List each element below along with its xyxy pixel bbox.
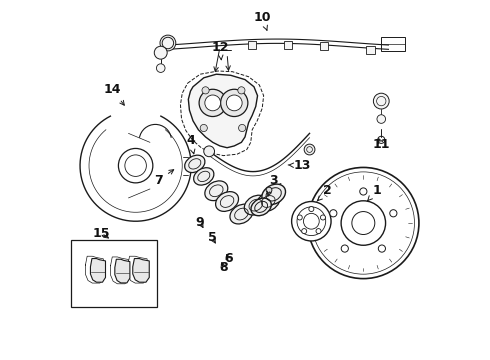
Ellipse shape bbox=[216, 192, 239, 211]
Ellipse shape bbox=[262, 184, 286, 204]
Circle shape bbox=[308, 167, 419, 279]
Text: 8: 8 bbox=[219, 261, 228, 274]
Circle shape bbox=[239, 125, 245, 132]
Circle shape bbox=[238, 87, 245, 94]
Ellipse shape bbox=[230, 204, 253, 224]
Circle shape bbox=[309, 207, 314, 212]
Polygon shape bbox=[115, 259, 130, 283]
Circle shape bbox=[204, 146, 215, 157]
Circle shape bbox=[226, 95, 242, 111]
Text: 7: 7 bbox=[154, 170, 173, 186]
Circle shape bbox=[341, 201, 386, 245]
Circle shape bbox=[304, 144, 315, 155]
Polygon shape bbox=[133, 258, 149, 282]
Text: 3: 3 bbox=[267, 174, 278, 196]
Circle shape bbox=[156, 64, 165, 72]
Circle shape bbox=[316, 229, 321, 234]
Circle shape bbox=[266, 187, 272, 193]
Ellipse shape bbox=[251, 198, 271, 216]
Text: 9: 9 bbox=[196, 216, 204, 229]
Circle shape bbox=[377, 115, 386, 123]
Text: 6: 6 bbox=[224, 252, 232, 265]
Circle shape bbox=[220, 89, 248, 117]
Text: 13: 13 bbox=[288, 159, 311, 172]
Ellipse shape bbox=[257, 192, 280, 211]
Circle shape bbox=[200, 125, 207, 132]
Bar bbox=[381, 37, 405, 51]
Bar bbox=[319, 42, 328, 50]
Circle shape bbox=[154, 46, 167, 59]
Circle shape bbox=[360, 188, 367, 195]
Circle shape bbox=[330, 210, 337, 217]
Circle shape bbox=[202, 87, 209, 94]
Polygon shape bbox=[188, 74, 258, 148]
Circle shape bbox=[390, 210, 397, 217]
Text: 14: 14 bbox=[103, 83, 124, 105]
Circle shape bbox=[119, 148, 153, 183]
Bar bbox=[284, 41, 293, 49]
Bar bbox=[366, 46, 375, 54]
Polygon shape bbox=[91, 258, 105, 282]
Ellipse shape bbox=[194, 168, 214, 185]
Text: 11: 11 bbox=[372, 138, 390, 150]
Ellipse shape bbox=[185, 155, 205, 172]
Circle shape bbox=[302, 229, 307, 234]
Text: 2: 2 bbox=[318, 184, 332, 201]
Text: 1: 1 bbox=[368, 184, 381, 201]
Circle shape bbox=[373, 93, 389, 109]
Ellipse shape bbox=[205, 181, 228, 201]
Circle shape bbox=[199, 89, 226, 117]
Text: 5: 5 bbox=[208, 231, 217, 244]
Circle shape bbox=[378, 245, 386, 252]
Circle shape bbox=[160, 35, 176, 51]
Text: 4: 4 bbox=[186, 134, 195, 154]
Circle shape bbox=[320, 215, 325, 220]
Circle shape bbox=[292, 202, 331, 241]
Text: 10: 10 bbox=[253, 12, 271, 30]
Circle shape bbox=[205, 95, 220, 111]
Circle shape bbox=[341, 245, 348, 252]
Text: 15: 15 bbox=[93, 226, 110, 239]
Bar bbox=[248, 41, 256, 49]
Circle shape bbox=[297, 215, 302, 220]
Ellipse shape bbox=[245, 195, 267, 215]
Text: 12: 12 bbox=[211, 41, 229, 60]
